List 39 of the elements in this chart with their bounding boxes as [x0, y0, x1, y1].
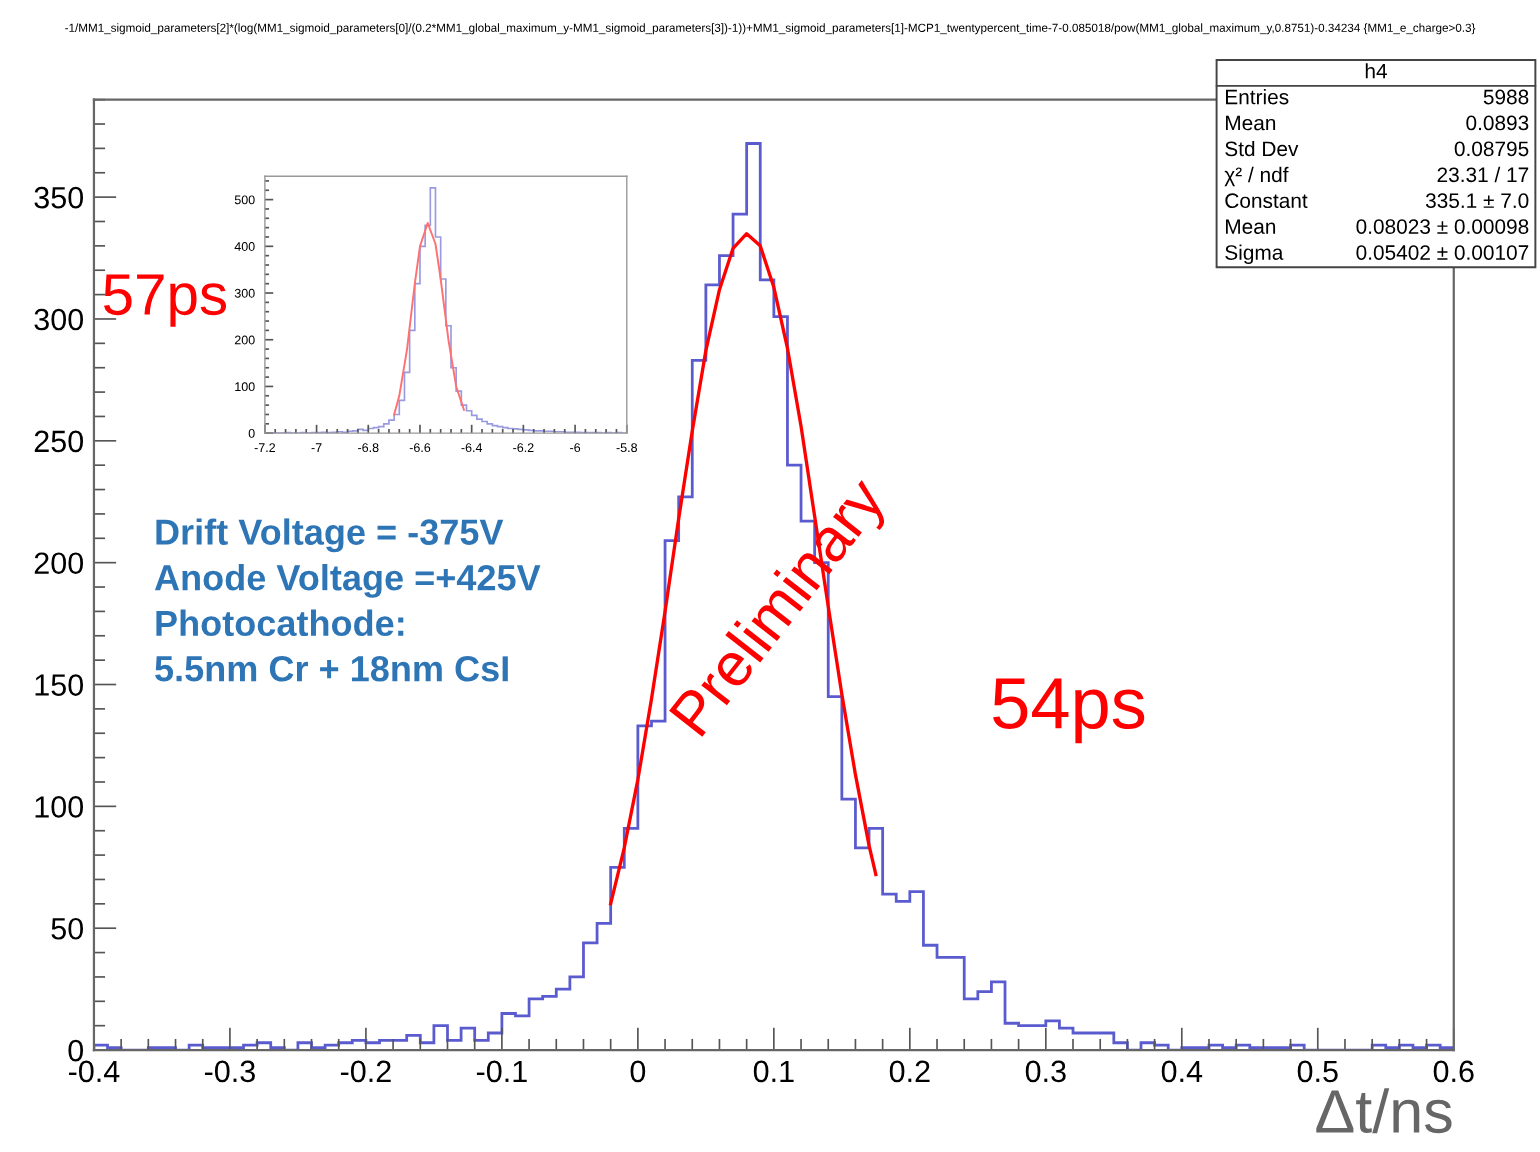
annotation: 23.31 / 17: [1437, 166, 1529, 183]
y-tick-label: 150: [35, 674, 84, 696]
x-tick-label: -0.4: [68, 1060, 120, 1083]
x-tick-label: 0.5: [1297, 1060, 1338, 1083]
annotation: Sigma: [1225, 244, 1284, 265]
annotation: 0.05402 ± 0.00107: [1356, 245, 1529, 260]
x-tick-label: -0.3: [204, 1060, 255, 1083]
annotation: 0.08023 ± 0.00098: [1356, 219, 1529, 234]
x-tick-label: 0.3: [1025, 1060, 1066, 1083]
y-tick-label: 250: [34, 430, 84, 453]
annotation: Drift Voltage = -375V Anode Voltage =+425V Photocathode: 5.5nm Cr + 18nm CsI: [154, 518, 541, 682]
annotation: Entries: [1226, 89, 1289, 105]
x-tick-label: 0.4: [1161, 1060, 1203, 1083]
annotation: Mean: [1226, 219, 1276, 234]
text: 0.08795: [1454, 141, 1529, 157]
annotation: 54ps: [993, 678, 1145, 744]
x-tick-label: 0.1: [753, 1060, 794, 1083]
y-tick-label: 300: [34, 308, 84, 331]
line-series: [393, 221, 465, 416]
text: 0.0893: [1466, 115, 1529, 131]
annotation: 335.1 ± 7.0: [1425, 193, 1529, 209]
y-tick-label: 350: [34, 186, 84, 209]
y-tick-label: 50: [51, 917, 84, 940]
annotation: Mean: [1226, 115, 1276, 131]
y-tick-label: 200: [34, 552, 84, 575]
text: h4: [1365, 63, 1387, 79]
annotation: χ² / ndf: [1224, 166, 1289, 187]
x-tick-label: 0.2: [889, 1060, 930, 1083]
x-tick-label: 0.6: [1433, 1060, 1474, 1083]
annotation: Constant: [1225, 193, 1308, 209]
x-tick-label: 0: [630, 1060, 646, 1083]
annotation: Std Dev: [1225, 140, 1299, 157]
text: 5988: [1483, 89, 1529, 105]
x-tick-label: -0.2: [340, 1060, 391, 1083]
annotation: 57ps: [103, 274, 227, 327]
y-tick-label: 100: [35, 796, 84, 818]
x-tick-label: -0.1: [476, 1060, 527, 1083]
y-tick-label: 0: [68, 1039, 84, 1062]
x-axis-title: Δt/ns: [1316, 1088, 1452, 1134]
